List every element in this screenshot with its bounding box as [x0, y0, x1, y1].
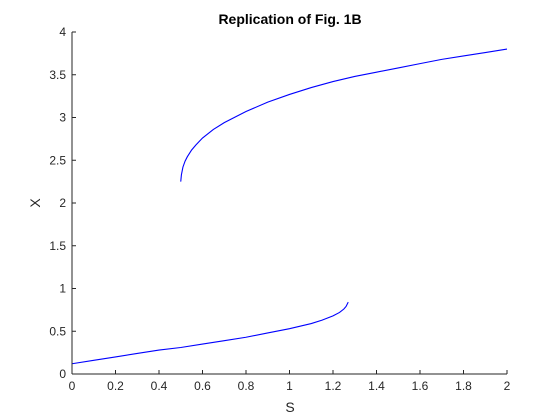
series-layer: [71, 48, 508, 365]
y-tick-label: 0.5: [49, 324, 66, 338]
x-tick-label: 0.8: [238, 379, 255, 393]
x-axis-label: S: [285, 399, 294, 415]
x-tick-label: 0: [69, 379, 76, 393]
y-tick-label: 2: [59, 196, 66, 210]
upper-branch-line: [180, 48, 508, 182]
y-tick-label: 1: [59, 282, 66, 296]
y-tick-label: 3.5: [49, 68, 66, 82]
x-tick-label: 2: [504, 379, 511, 393]
y-tick-label: 4: [59, 25, 66, 39]
y-tick-label: 0: [59, 367, 66, 381]
y-axis-label: X: [27, 198, 43, 208]
y-tick-label: 2.5: [49, 153, 66, 167]
x-tick-label: 1.2: [325, 379, 342, 393]
x-tick-label: 1.6: [412, 379, 429, 393]
x-tick-label: 0.2: [107, 379, 124, 393]
y-tick-label: 1.5: [49, 239, 66, 253]
x-tick-label: 0.6: [194, 379, 211, 393]
lower-branch-line: [71, 301, 349, 365]
x-tick-label: 1.4: [368, 379, 385, 393]
x-tick-label: 0.4: [151, 379, 168, 393]
y-tick-label: 3: [59, 111, 66, 125]
x-tick-label: 1: [286, 379, 293, 393]
x-tick-label: 1.8: [455, 379, 472, 393]
axis-ticks: 0 0.2 0.4 0.6 0.8 1 1.2 1.4 1.6 1.8 2 0 0.5 1 1.5 2 2.5 3…: [49, 25, 510, 393]
chart-title: Replication of Fig. 1B: [218, 11, 361, 27]
